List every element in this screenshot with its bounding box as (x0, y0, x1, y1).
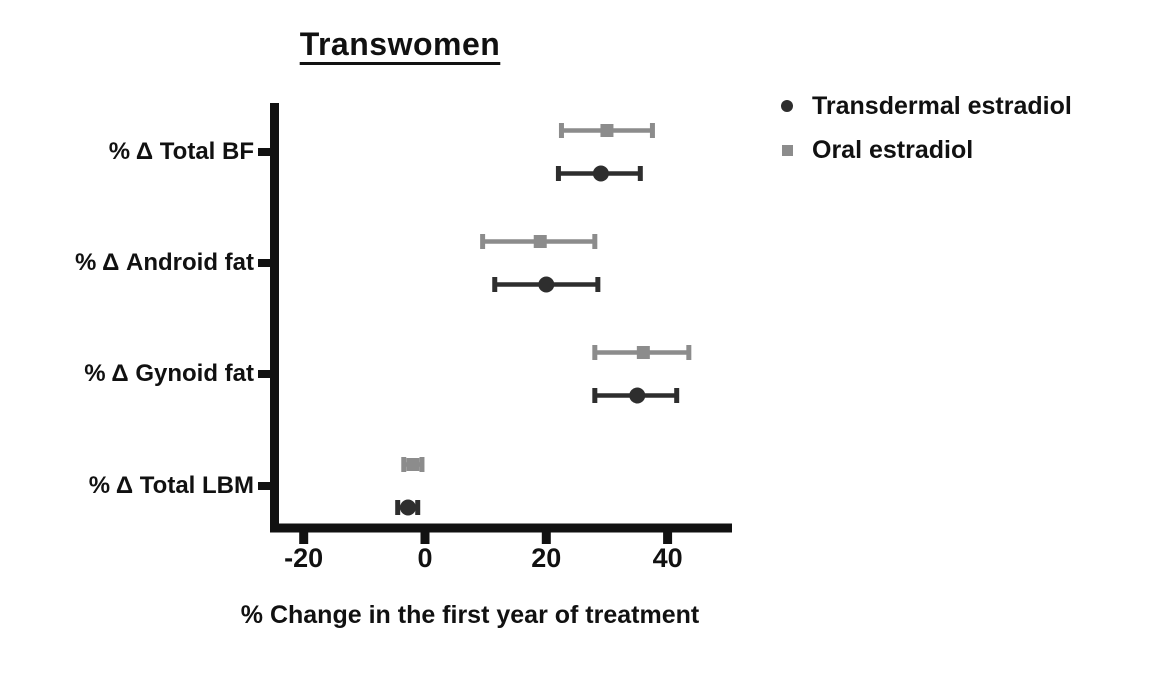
x-tick-label: -20 (284, 543, 324, 573)
legend: Transdermal estradiol Oral estradiol (779, 84, 1072, 172)
legend-entry-oral: Oral estradiol (779, 128, 1072, 172)
data-point-square (406, 458, 420, 471)
x-tick-label: 0 (417, 543, 433, 573)
data-point-square (533, 235, 547, 248)
chart-title: Transwomen (299, 26, 501, 62)
legend-label: Transdermal estradiol (812, 91, 1072, 120)
y-category-label-total-lbm: % Δ Total LBM (88, 472, 254, 499)
y-category-label-gynoid-fat: % Δ Gynoid fat (84, 360, 254, 387)
circle-marker-icon (781, 100, 793, 112)
legend-marker-slot (779, 100, 795, 112)
data-point-square (636, 346, 650, 359)
square-marker-icon (781, 144, 793, 156)
data-point-circle (592, 165, 609, 182)
data-point-circle (538, 276, 555, 293)
x-tick-label: 40 (652, 543, 683, 573)
y-category-label-total-bf: % Δ Total BF (108, 138, 254, 165)
data-point-square (600, 124, 614, 137)
data-point-circle (629, 387, 646, 404)
x-axis-title: % Change in the first year of treatment (240, 601, 700, 629)
data-point-circle (400, 499, 417, 516)
x-tick-label: 20 (531, 543, 562, 573)
legend-marker-slot (779, 144, 795, 156)
legend-entry-transdermal: Transdermal estradiol (779, 84, 1072, 128)
y-category-label-android-fat: % Δ Android fat (74, 249, 254, 276)
legend-label: Oral estradiol (812, 135, 974, 164)
